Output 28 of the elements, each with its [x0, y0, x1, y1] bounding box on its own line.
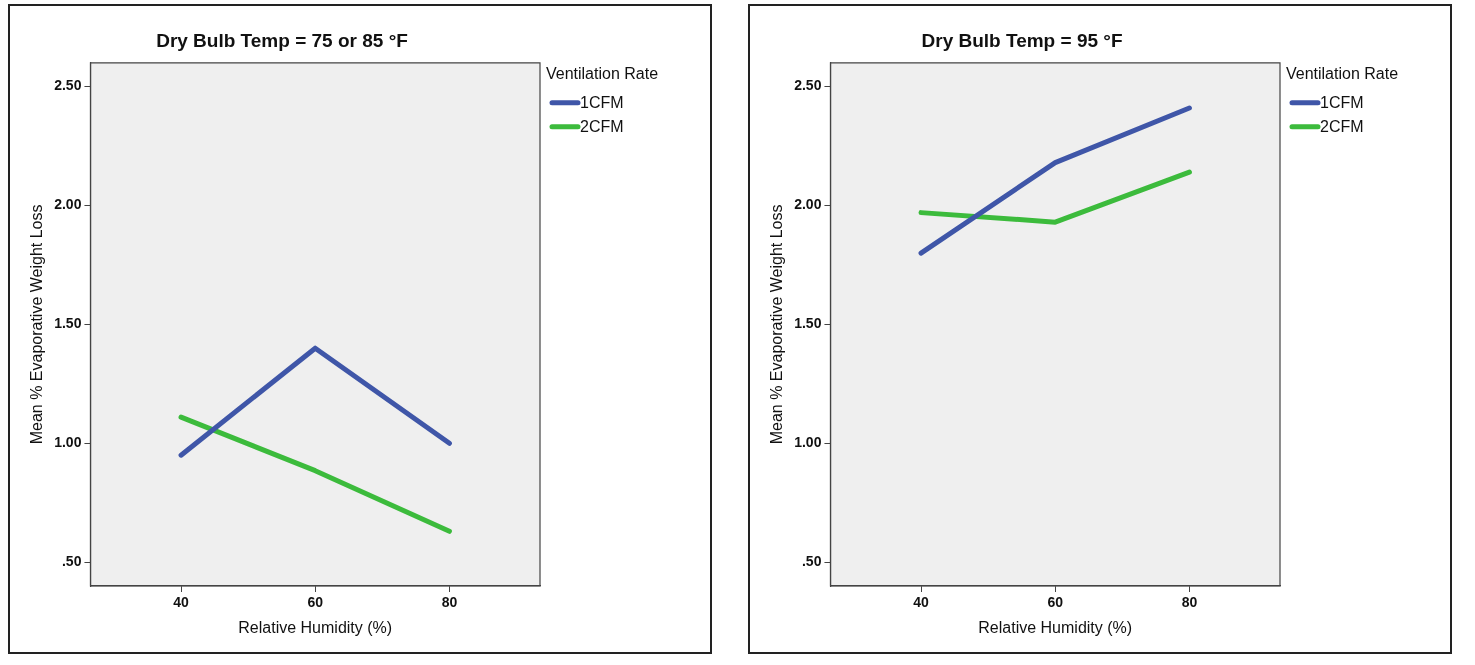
y-tick-label: .50: [801, 553, 822, 570]
legend-label: 2CFM: [1320, 118, 1364, 136]
legend-title: Ventilation Rate: [545, 65, 659, 83]
x-tick-label: 80: [1181, 594, 1198, 611]
legend-label: 1CFM: [580, 94, 624, 112]
chart-title: Dry Bulb Temp = 95 °F: [921, 29, 1123, 51]
y-tick-label: 2.50: [54, 77, 82, 94]
x-axis-title: Relative Humidity (%): [238, 618, 393, 636]
y-axis-title: Mean % Evaporative Weight Loss: [28, 204, 46, 445]
y-axis-title: Mean % Evaporative Weight Loss: [768, 204, 786, 445]
x-tick-label: 60: [1047, 594, 1064, 611]
x-axis-title: Relative Humidity (%): [978, 618, 1133, 636]
y-tick-label: 1.50: [54, 315, 82, 332]
y-tick-label: 2.50: [794, 77, 822, 94]
y-tick-label: 1.00: [54, 434, 82, 451]
y-tick-label: 2.00: [794, 196, 822, 213]
y-tick-label: 2.00: [54, 196, 82, 213]
chart-title: Dry Bulb Temp = 75 or 85 °F: [156, 29, 408, 51]
legend-label: 2CFM: [580, 118, 624, 136]
legend-label: 1CFM: [1320, 94, 1364, 112]
legend-title: Ventilation Rate: [1285, 65, 1399, 83]
y-tick-label: 1.50: [794, 315, 822, 332]
y-tick-label: 1.00: [794, 434, 822, 451]
x-tick-label: 40: [913, 594, 930, 611]
x-tick-label: 80: [441, 594, 458, 611]
x-tick-label: 60: [307, 594, 324, 611]
x-tick-label: 40: [173, 594, 190, 611]
y-tick-label: .50: [61, 553, 82, 570]
